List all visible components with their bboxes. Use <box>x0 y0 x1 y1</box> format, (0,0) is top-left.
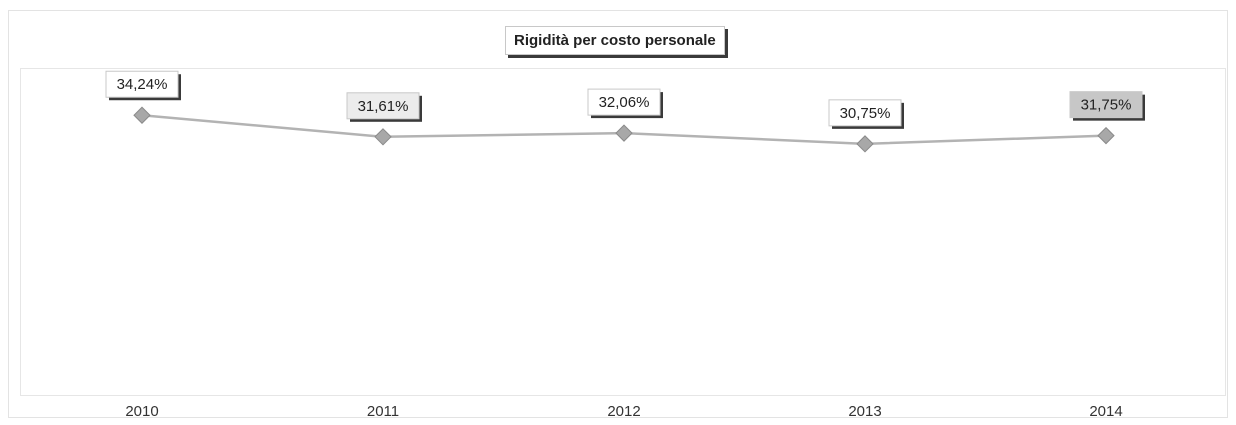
svg-text:32,06%: 32,06% <box>599 94 650 111</box>
x-tick-label: 2014 <box>1089 403 1122 420</box>
data-label: 34,24% <box>105 70 181 101</box>
chart-frame <box>8 10 1228 418</box>
svg-text:31,61%: 31,61% <box>358 98 409 115</box>
data-point-marker <box>856 135 874 153</box>
data-point-marker <box>374 128 392 146</box>
data-label: 31,75% <box>1069 91 1145 121</box>
svg-text:34,24%: 34,24% <box>117 76 168 93</box>
data-label: 31,61% <box>346 92 422 122</box>
x-tick-label: 2010 <box>125 403 158 420</box>
data-point-marker <box>1097 126 1115 145</box>
data-label: 30,75% <box>828 99 904 129</box>
plot-area <box>20 68 1226 396</box>
svg-text:31,75%: 31,75% <box>1081 97 1132 114</box>
chart-title: Rigidità per costo personale <box>505 26 725 55</box>
svg-text:30,75%: 30,75% <box>840 105 891 122</box>
data-point-marker <box>133 106 151 124</box>
x-tick-label: 2012 <box>607 403 640 420</box>
x-tick-label: 2011 <box>367 403 399 420</box>
data-point-marker <box>615 124 633 142</box>
data-label: 32,06% <box>587 88 663 119</box>
x-tick-label: 2013 <box>848 403 881 420</box>
